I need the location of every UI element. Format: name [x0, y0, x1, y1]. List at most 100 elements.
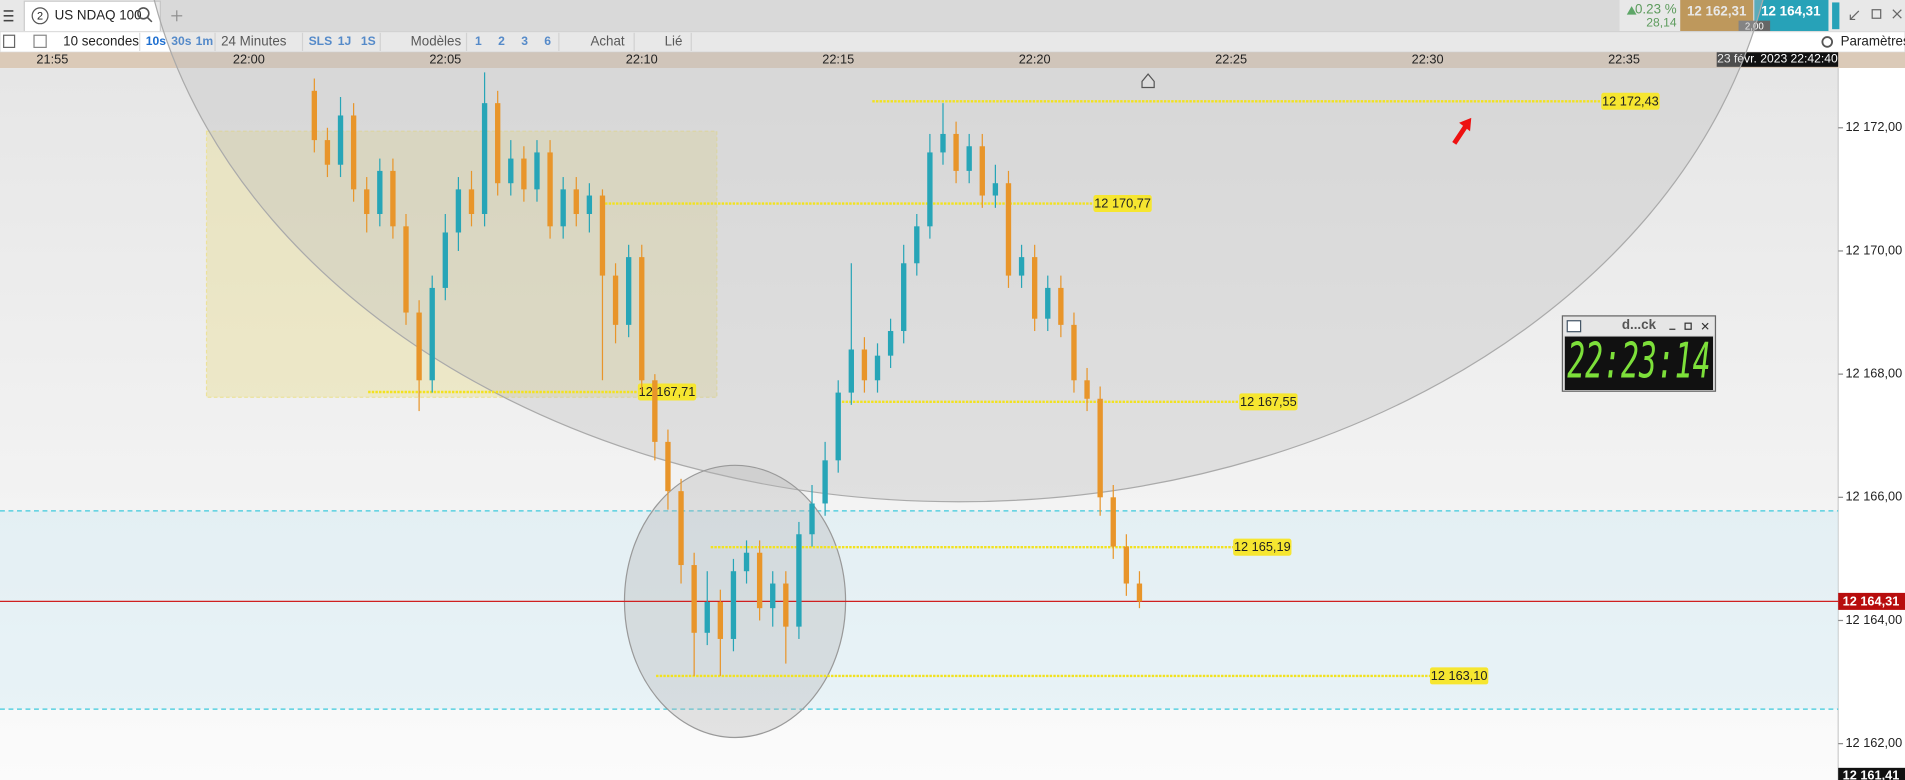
marker[interactable]: [1141, 73, 1155, 89]
x-tick-label: 22:15: [822, 52, 854, 67]
level-label-box: [1093, 195, 1152, 213]
candle-body: [442, 232, 448, 288]
clock-widget[interactable]: [1561, 315, 1717, 392]
level-label-box: [1233, 538, 1292, 556]
candle-body: [783, 583, 789, 627]
toolbar-button[interactable]: 30s: [171, 34, 191, 48]
candle-body: [861, 349, 868, 381]
candle-body: [678, 491, 684, 566]
candle-body: [455, 189, 462, 233]
window-controls[interactable]: [1849, 9, 1902, 21]
toolbar-button[interactable]: Lié: [665, 33, 683, 48]
candle-body: [468, 189, 475, 215]
side-strip: [1832, 2, 1840, 30]
ellipse-annotation[interactable]: [139, 0, 1779, 503]
tab-title: US NDAQ 100: [55, 7, 142, 22]
plot-area: [0, 68, 1839, 780]
candle-body: [822, 460, 828, 504]
candle-body: [914, 226, 920, 264]
candle-body: [979, 146, 985, 196]
candle-body: [953, 133, 959, 171]
level-label: 12 167,71: [639, 384, 696, 399]
search-icon[interactable]: [137, 7, 153, 23]
clock-controls[interactable]: [1669, 322, 1709, 330]
candle-body: [730, 571, 737, 639]
toolbar-button[interactable]: 3: [521, 34, 528, 48]
candle-body: [756, 552, 763, 609]
candle-body: [508, 158, 514, 184]
candle-body: [1045, 287, 1051, 319]
tab-badge: [31, 7, 49, 25]
y-tick-label: 12 170,00: [1845, 242, 1902, 257]
y-tick-label: 12 172,00: [1845, 119, 1902, 134]
y-tick-label: 12 164,00: [1845, 612, 1902, 627]
change-pts: 28,14: [1646, 15, 1677, 29]
candle-body: [1123, 546, 1130, 584]
candle-body: [377, 170, 383, 215]
candle-body: [337, 115, 344, 165]
candle-body: [743, 552, 750, 572]
candle-body: [534, 152, 540, 190]
candle-body: [625, 257, 632, 325]
toolbar-button[interactable]: 10s: [146, 34, 166, 48]
tab-bar: [0, 0, 1905, 32]
level-label: 12 170,77: [1094, 196, 1151, 211]
level-label: 12 172,43: [1602, 93, 1659, 108]
toolbar-button[interactable]: 1: [475, 34, 482, 48]
toolbar-button[interactable]: 24 Minutes: [221, 33, 287, 48]
candle-body: [717, 602, 724, 639]
toolbar-button[interactable]: Achat: [590, 33, 624, 48]
candle-body: [429, 287, 435, 381]
settings-button[interactable]: Paramètres: [1841, 33, 1905, 48]
candle-body: [547, 152, 553, 227]
candle-body: [874, 355, 881, 381]
candle-body: [796, 534, 802, 627]
toolbar-button[interactable]: 1S: [361, 34, 376, 48]
toolbar-button[interactable]: 1m: [196, 34, 214, 48]
candle-body: [901, 263, 907, 332]
red-arrow: [1452, 117, 1472, 145]
axis-bottom-box: [1838, 767, 1905, 780]
candle-body: [992, 183, 999, 196]
x-tick-label: 21:55: [36, 52, 68, 67]
candle-body: [521, 158, 527, 190]
candle-body: [1097, 398, 1103, 498]
toolbar-button[interactable]: 1J: [338, 34, 352, 48]
toolbar-button[interactable]: Modèles: [411, 33, 462, 48]
change-box: [1619, 0, 1681, 32]
candle-body: [770, 583, 776, 609]
menu-icon[interactable]: [3, 10, 14, 22]
candle-body: [364, 189, 370, 215]
layout-icon: [33, 34, 47, 48]
time-axis: [0, 52, 1839, 69]
x-tick-label: 22:05: [429, 52, 461, 67]
toolbar-button[interactable]: 10 secondes: [63, 33, 139, 48]
candle-body: [1018, 257, 1025, 276]
x-tick-label: 22:00: [233, 52, 265, 67]
level-label-box: [1601, 92, 1660, 110]
clock-title: d...ck: [1622, 317, 1657, 332]
candle-body: [1031, 257, 1038, 319]
candle-body: [848, 349, 854, 393]
candle-body: [324, 140, 331, 165]
tab-number: 2: [37, 10, 43, 22]
axis-bottom-label: 12 161,41: [1843, 768, 1900, 780]
toolbar-button[interactable]: SLS: [309, 34, 333, 48]
candle-body: [704, 602, 710, 633]
candle-body: [665, 441, 671, 492]
add-tab[interactable]: [171, 10, 183, 22]
last-price-box: [1838, 592, 1905, 610]
change-pct: 0.23 %: [1635, 1, 1677, 16]
last-price-label: 12 164,31: [1843, 593, 1900, 608]
candle-body: [350, 115, 357, 190]
rectangle-annotation[interactable]: [205, 130, 718, 398]
candle-body: [652, 380, 658, 442]
toolbar-button[interactable]: 2: [498, 34, 505, 48]
zone: [0, 510, 1839, 710]
timestamp-box: [1716, 52, 1839, 67]
ask: 12 164,31: [1761, 4, 1821, 19]
candle-body: [416, 312, 422, 381]
toolbar-button[interactable]: 6: [544, 34, 551, 48]
candle-body: [691, 565, 697, 633]
